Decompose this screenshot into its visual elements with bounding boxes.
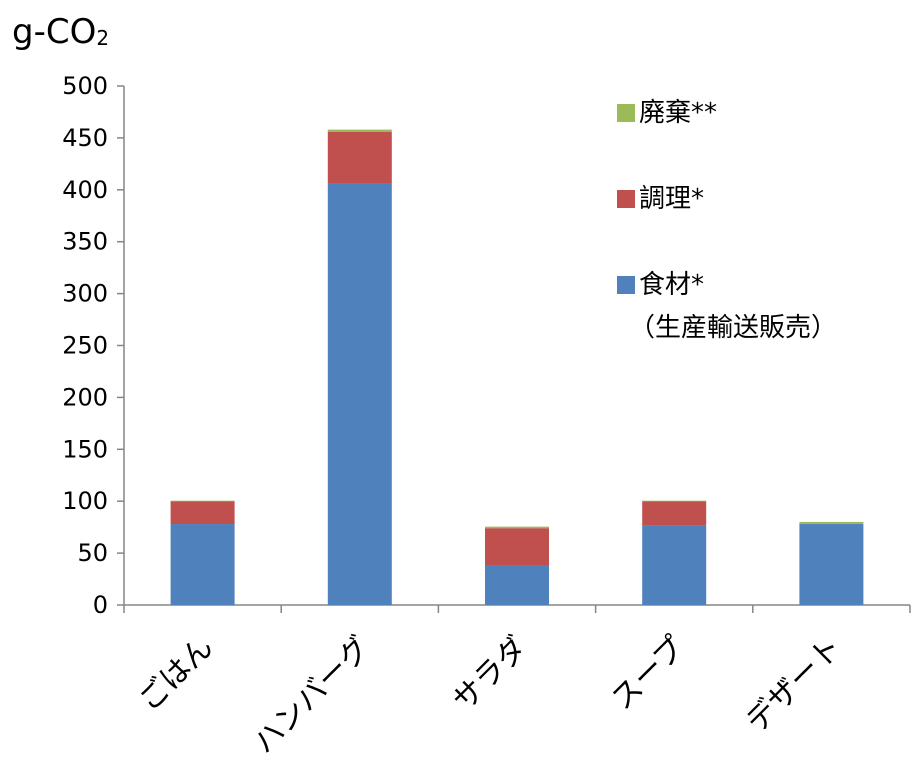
x-category-label: デザート: [739, 630, 849, 740]
y-axis-unit-subscript: 2: [96, 26, 110, 50]
bar-segment-cooking: [642, 501, 707, 526]
bar-segment-ingredients: [327, 183, 392, 605]
bar-segment-disposal: [485, 526, 549, 529]
legend-label-cooking: 調理*: [639, 184, 704, 214]
legend-label-ingredients-line2: （生産輸送販売）: [629, 313, 837, 343]
legend-swatch-ingredients: [617, 276, 635, 294]
y-tick-label: 450: [62, 124, 108, 152]
bar-segment-ingredients: [170, 524, 235, 605]
y-tick-label: 0: [93, 591, 108, 619]
y-tick-label: 150: [62, 435, 108, 463]
y-tick-label: 100: [62, 487, 108, 515]
y-axis-unit-label: g-CO2: [12, 12, 109, 52]
y-tick-label: 300: [62, 280, 108, 308]
x-category-label: スープ: [605, 630, 692, 717]
y-tick-label: 400: [62, 176, 108, 204]
y-tick-label: 250: [62, 332, 108, 360]
y-tick-label: 50: [77, 539, 108, 567]
bar-segment-ingredients: [799, 524, 864, 605]
bar-segment-disposal: [327, 129, 392, 132]
legend-label-disposal: 廃棄**: [639, 98, 717, 128]
bar-segment-disposal: [799, 521, 864, 525]
bar-segment-cooking: [485, 528, 549, 566]
y-tick-label: 200: [62, 383, 108, 411]
y-tick-label: 350: [62, 228, 108, 256]
y-axis-unit-main: g-CO: [12, 12, 97, 52]
bar-segment-ingredients: [485, 565, 549, 605]
bar-segment-ingredients: [642, 525, 707, 605]
x-category-label: ごはん: [132, 630, 220, 718]
legend-swatch-disposal: [617, 104, 635, 122]
bar-segment-disposal: [642, 500, 707, 502]
bar-segment-cooking: [327, 131, 392, 184]
x-category-label: ハンバーグ: [247, 630, 378, 761]
legend-label-ingredients: 食材*: [639, 270, 704, 300]
x-category-label: サラダ: [446, 630, 534, 718]
legend-swatch-cooking: [617, 190, 635, 208]
bar-segment-disposal: [170, 500, 235, 502]
bar-segment-cooking: [170, 501, 235, 525]
y-tick-label: 500: [62, 72, 108, 100]
